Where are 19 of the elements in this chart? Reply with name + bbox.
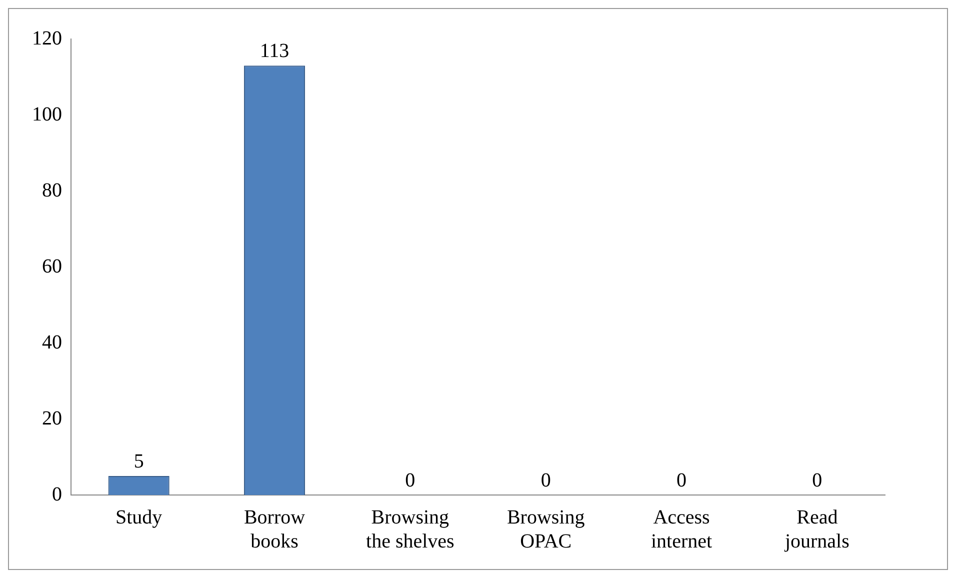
y-tick-label: 0: [52, 483, 62, 506]
x-tick-label: Read journals: [784, 506, 850, 552]
y-tick-label: 120: [32, 27, 62, 50]
x-tick-label: Access internet: [650, 506, 712, 552]
data-label: 0: [676, 469, 686, 492]
x-tick-label: Borrow books: [244, 506, 306, 552]
y-tick-label: 100: [32, 103, 62, 126]
x-tick-label: Browsing OPAC: [506, 506, 585, 552]
y-tick-label: 60: [42, 255, 62, 278]
data-label: 0: [812, 469, 822, 492]
x-tick-label: Browsing the shelves: [366, 506, 455, 552]
x-tick-label: Study: [115, 506, 162, 528]
data-label: 0: [540, 469, 551, 492]
y-tick-label: 80: [42, 179, 62, 202]
data-label: 0: [405, 469, 416, 492]
data-label: 113: [260, 40, 290, 62]
data-label: 5: [134, 450, 144, 472]
y-tick-label: 40: [42, 331, 62, 354]
y-tick-label: 20: [42, 407, 62, 430]
